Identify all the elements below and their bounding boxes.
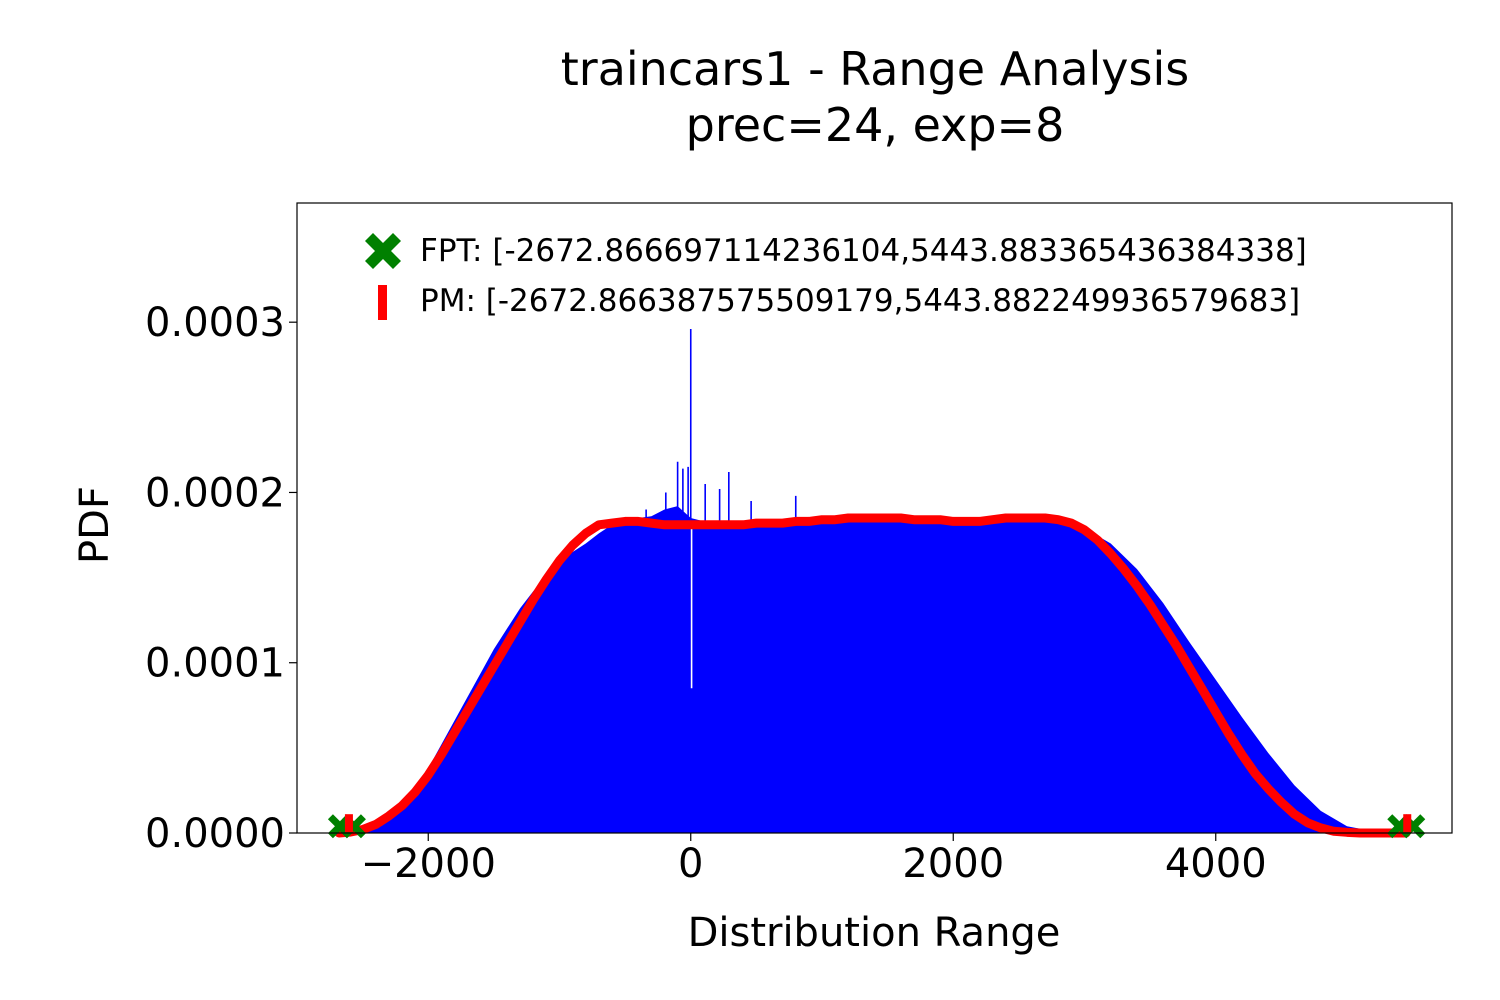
histogram-spikes xyxy=(645,329,797,833)
x-tick-label: −2000 xyxy=(361,841,496,887)
legend-fpt-marker xyxy=(365,233,401,269)
y-tick-label: 0.0003 xyxy=(145,300,285,346)
chart-title: traincars1 - Range Analysis xyxy=(560,42,1190,96)
chart-subtitle: prec=24, exp=8 xyxy=(685,98,1065,152)
x-axis-label: Distribution Range xyxy=(688,910,1061,956)
y-tick-label: 0.0000 xyxy=(145,811,285,857)
range-markers xyxy=(327,814,1426,839)
y-tick-label: 0.0002 xyxy=(145,470,285,516)
pm-marker xyxy=(344,814,353,833)
legend-fpt-label: FPT: [-2672.866697114236104,5443.8833654… xyxy=(420,233,1307,269)
legend-pm-label: PM: [-2672.866387575509179,5443.88224993… xyxy=(420,283,1300,319)
pm-marker xyxy=(1403,814,1412,833)
plot-frame xyxy=(296,202,1453,834)
x-tick-label: 0 xyxy=(678,841,703,887)
histogram-bars xyxy=(342,506,1406,833)
density-curve-line xyxy=(334,513,1411,838)
x-axis: −2000 0 2000 4000 xyxy=(361,833,1267,887)
histogram-area xyxy=(342,506,1406,833)
x-tick-label: 2000 xyxy=(902,841,1004,887)
y-axis-label: PDF xyxy=(72,486,118,564)
density-curve xyxy=(334,513,1411,838)
x-tick-label: 4000 xyxy=(1165,841,1267,887)
y-tick-label: 0.0001 xyxy=(145,641,285,687)
y-axis: 0.0000 0.0001 0.0002 0.0003 xyxy=(145,300,297,857)
legend-pm-marker xyxy=(378,285,387,320)
legend: FPT: [-2672.866697114236104,5443.8833654… xyxy=(365,233,1307,320)
